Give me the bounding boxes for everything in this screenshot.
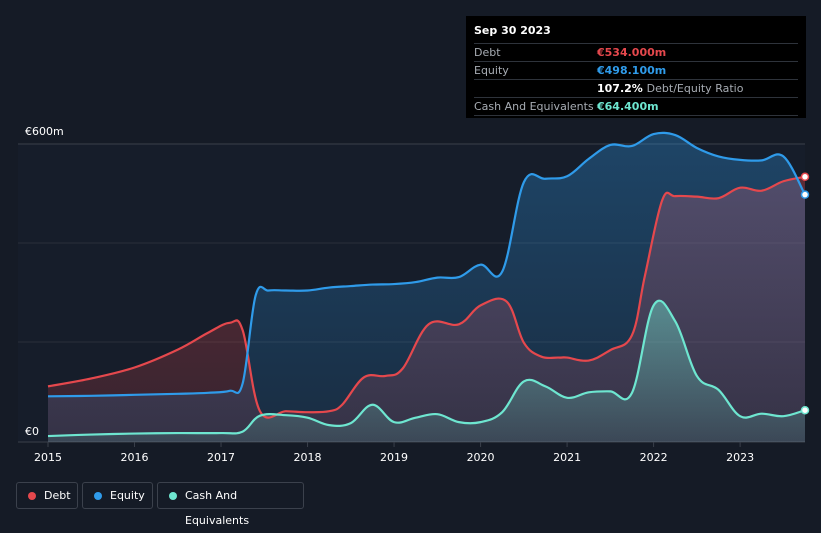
x-tick-label: 2017 bbox=[207, 451, 235, 464]
x-tick-label: 2022 bbox=[640, 451, 668, 464]
tooltip-equity-label: Equity bbox=[474, 64, 509, 77]
x-tick-label: 2020 bbox=[467, 451, 495, 464]
x-tick-label: 2015 bbox=[34, 451, 62, 464]
cash-legend-dot-icon bbox=[169, 492, 177, 500]
debt-legend-dot-icon bbox=[28, 492, 36, 500]
tooltip-cash-value: €64.400m bbox=[597, 100, 659, 113]
cash-line bbox=[47, 299, 806, 438]
tooltip-ratio: 107.2% Debt/Equity Ratio bbox=[597, 80, 743, 97]
tooltip-cash-label: Cash And Equivalents bbox=[474, 100, 594, 113]
tooltip-row-equity: Equity €498.100m bbox=[474, 61, 798, 79]
tooltip-debt-label: Debt bbox=[474, 46, 501, 59]
equity-endpoint-marker[interactable] bbox=[800, 190, 810, 199]
tooltip-row-spacer bbox=[474, 115, 798, 133]
debt-endpoint-marker[interactable] bbox=[800, 172, 810, 182]
debt-line bbox=[47, 175, 806, 419]
legend-label-debt: Debt bbox=[44, 489, 71, 502]
tooltip-row-cash: Cash And Equivalents €64.400m bbox=[474, 97, 798, 115]
y-axis-top-label: €600m bbox=[25, 125, 64, 138]
legend-item-debt[interactable]: Debt bbox=[16, 482, 78, 509]
y-axis-bottom-label: €0 bbox=[25, 425, 39, 438]
tooltip-row-ratio: 107.2% Debt/Equity Ratio bbox=[474, 79, 798, 97]
legend-label-cash: Cash And Equivalents bbox=[185, 489, 250, 527]
x-tick-label: 2019 bbox=[380, 451, 408, 464]
equity-area bbox=[48, 132, 805, 443]
x-tick-label: 2021 bbox=[553, 451, 581, 464]
cash-endpoint-marker[interactable] bbox=[800, 405, 810, 415]
tooltip-date: Sep 30 2023 bbox=[474, 24, 551, 37]
tooltip-debt-value: €534.000m bbox=[597, 46, 667, 59]
x-tick-label: 2018 bbox=[294, 451, 322, 464]
legend-item-cash[interactable]: Cash And Equivalents bbox=[157, 482, 304, 527]
equity-legend-dot-icon bbox=[94, 492, 102, 500]
tooltip-ratio-suffix: Debt/Equity Ratio bbox=[646, 82, 744, 95]
x-tick-label: 2016 bbox=[121, 451, 149, 464]
cash-area bbox=[48, 300, 805, 442]
equity-line bbox=[47, 131, 806, 398]
tooltip-ratio-value: 107.2% bbox=[597, 82, 643, 95]
tooltip-equity-value: €498.100m bbox=[597, 64, 667, 77]
tooltip-panel: Sep 30 2023 Debt €534.000m Equity €498.1… bbox=[466, 16, 806, 118]
x-tick-label: 2023 bbox=[726, 451, 754, 464]
legend-label-equity: Equity bbox=[110, 489, 145, 502]
legend-item-equity[interactable]: Equity bbox=[82, 482, 153, 509]
tooltip-row-debt: Debt €534.000m bbox=[474, 43, 798, 61]
